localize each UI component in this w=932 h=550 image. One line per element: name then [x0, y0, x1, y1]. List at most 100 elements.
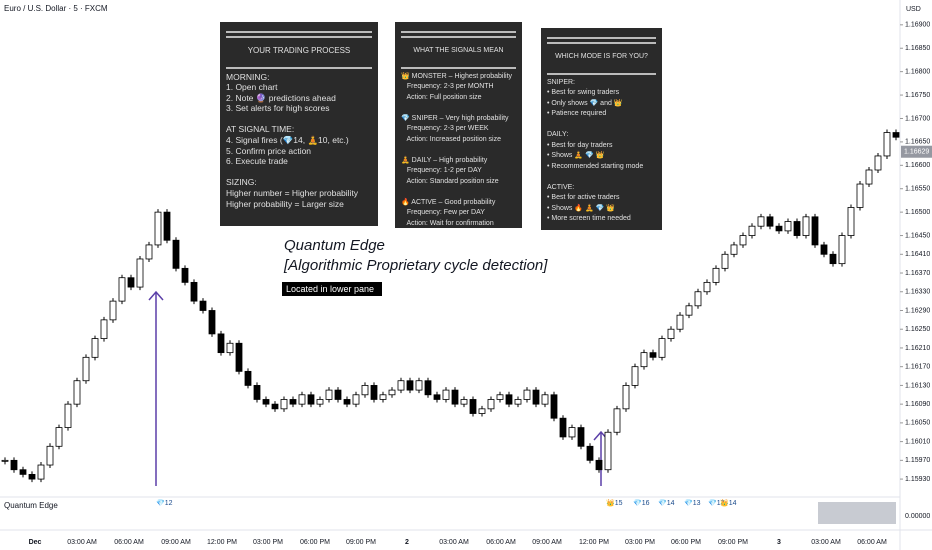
- candle: [10, 459, 18, 471]
- divider: [226, 66, 372, 69]
- candle: [595, 459, 603, 471]
- candle: [514, 399, 522, 405]
- candle: [442, 389, 450, 400]
- x-tick-label: 09:00 PM: [718, 539, 748, 546]
- y-tick-label: 1.16900: [905, 22, 930, 29]
- candle: [118, 277, 126, 302]
- candle: [145, 244, 153, 260]
- y-tick-label: 1.16010: [905, 438, 930, 445]
- y-tick-label: 1.16550: [905, 186, 930, 193]
- divider: [401, 31, 516, 33]
- candle: [712, 267, 720, 283]
- panel-line: • Only shows 💎 and 👑: [547, 99, 623, 107]
- candle: [748, 225, 756, 236]
- y-tick-label: 1.16330: [905, 289, 930, 296]
- candle: [334, 389, 342, 400]
- candle: [217, 333, 225, 354]
- x-tick-label: 12:00 PM: [207, 539, 237, 546]
- panel-line: • Shows 🧘 💎 👑: [547, 152, 605, 159]
- panel-line: Frequency: 2-3 per WEEK: [401, 125, 489, 132]
- candle: [766, 216, 774, 227]
- x-tick-label: 03:00 PM: [253, 539, 283, 546]
- candle: [541, 394, 549, 405]
- x-tick-label: 06:00 PM: [300, 539, 330, 546]
- candle: [703, 281, 711, 293]
- panel-line: [401, 187, 516, 198]
- panel-line: • Shows 🔥 🧘 💎 👑: [547, 204, 616, 212]
- candle: [469, 399, 477, 414]
- candle: [91, 338, 99, 358]
- annotation-subtitle: [Algorithmic Proprietary cycle detection…: [283, 257, 548, 274]
- candle: [685, 305, 693, 316]
- candle: [1, 459, 9, 462]
- candle: [235, 342, 243, 372]
- candle: [172, 239, 180, 269]
- candle: [154, 211, 162, 246]
- candle: [307, 394, 315, 405]
- panel-line: 💎 SNIPER – Very high probability: [401, 114, 509, 122]
- panel-line: Action: Wait for confirmation: [401, 219, 494, 227]
- candle: [406, 380, 414, 391]
- candle: [298, 394, 306, 405]
- candle: [568, 427, 576, 438]
- candle: [127, 277, 135, 288]
- x-tick-label: 12:00 PM: [579, 539, 609, 546]
- x-tick-label: 06:00 AM: [486, 539, 516, 546]
- candle: [316, 399, 324, 405]
- candle: [46, 445, 54, 466]
- candle: [280, 399, 288, 410]
- annotation-note: Located in lower pane: [286, 284, 374, 294]
- y-tick-label: 1.16410: [905, 251, 930, 258]
- candle: [523, 389, 531, 400]
- signal-label: 💎16: [633, 499, 650, 507]
- y-tick-label: 1.16370: [905, 270, 930, 277]
- candle: [487, 399, 495, 410]
- currency: USD: [906, 6, 921, 13]
- last-price-box: [901, 145, 932, 158]
- candle: [667, 328, 675, 339]
- signal-label: 💎13: [708, 499, 725, 507]
- y-tick-label: 1.15930: [905, 476, 930, 483]
- candle: [721, 253, 729, 269]
- panel-line: SNIPER:: [547, 78, 576, 86]
- panel-line: Frequency: Few per DAY: [401, 209, 485, 216]
- candle: [226, 342, 234, 354]
- signal-label: 👑14: [720, 498, 737, 507]
- x-tick-label: 3: [777, 539, 781, 546]
- annotation-title: Quantum Edge: [284, 237, 385, 254]
- x-tick-label: 06:00 PM: [671, 539, 701, 546]
- panel-line: 6. Execute trade: [226, 156, 288, 167]
- candle: [244, 370, 252, 386]
- candle: [415, 380, 423, 391]
- x-tick-label: 2: [405, 539, 409, 546]
- y-tick-label: 1.16450: [905, 232, 930, 239]
- candle: [856, 183, 864, 208]
- info-panel: WHICH MODE IS FOR YOU? SNIPER: • Best for …: [541, 28, 662, 230]
- candle: [181, 267, 189, 283]
- y-tick-label: 1.16250: [905, 326, 930, 333]
- x-tick-label: 03:00 AM: [67, 539, 97, 546]
- x-tick-label: Dec: [29, 539, 42, 546]
- panel-line: [226, 167, 372, 178]
- panel-line: MORNING:: [226, 71, 270, 82]
- panel-line: [547, 120, 656, 131]
- panel-line: [401, 145, 516, 156]
- last-price-label: 1.16629: [904, 149, 929, 156]
- panel-line: Action: Full position size: [401, 93, 482, 101]
- panel-line: [547, 172, 656, 183]
- y-tick-label: 1.16750: [905, 92, 930, 99]
- info-panel: WHAT THE SIGNALS MEAN 👑 MONSTER – Highest…: [395, 22, 522, 228]
- note-box: [282, 282, 382, 296]
- y-tick-label: 1.16650: [905, 139, 930, 146]
- candle: [109, 300, 117, 321]
- panel-title: WHICH MODE IS FOR YOU?: [555, 53, 648, 60]
- x-tick-label: 09:00 PM: [346, 539, 376, 546]
- candle: [838, 235, 846, 265]
- candle: [829, 253, 837, 265]
- candle: [784, 221, 792, 232]
- panel-line: [401, 103, 516, 114]
- divider: [547, 42, 656, 44]
- candle: [163, 211, 171, 241]
- candle: [775, 225, 783, 232]
- panel-line: 3. Set alerts for high scores: [226, 103, 330, 114]
